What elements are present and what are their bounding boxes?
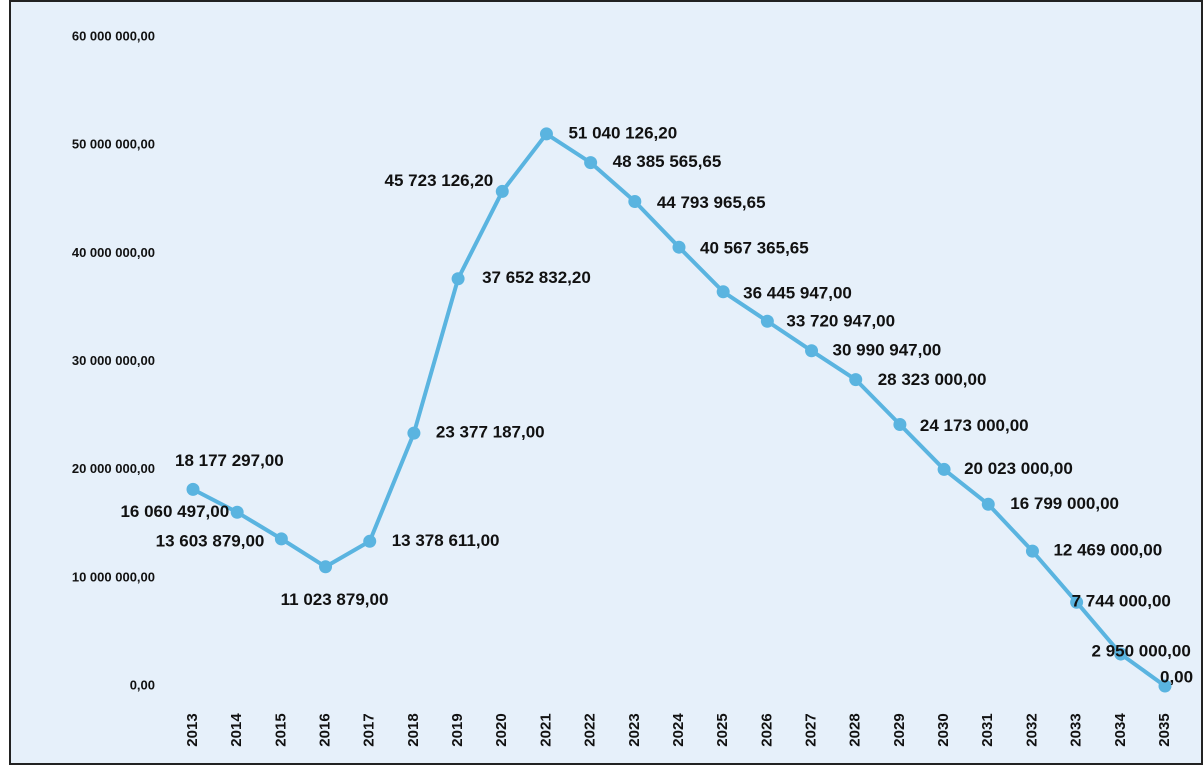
x-tick-label: 2028 <box>847 713 864 746</box>
plot-frame <box>9 0 1203 765</box>
point <box>363 534 377 548</box>
value-label: 48 385 565,65 <box>613 152 722 171</box>
point <box>495 184 509 198</box>
point <box>760 314 774 328</box>
y-tick-label: 0,00 <box>130 677 155 692</box>
point <box>893 418 907 432</box>
x-tick-label: 2027 <box>803 713 820 746</box>
point <box>672 240 686 254</box>
value-label: 23 377 187,00 <box>436 423 545 442</box>
point <box>1158 679 1172 693</box>
value-label: 2 950 000,00 <box>1092 642 1191 661</box>
point <box>319 560 333 574</box>
x-tick-label: 2031 <box>979 713 996 746</box>
x-tick-label: 2020 <box>493 713 510 746</box>
value-label: 33 720 947,00 <box>786 312 895 331</box>
point <box>407 426 421 440</box>
value-label: 0,00 <box>1160 667 1193 686</box>
y-tick-label: 60 000 000,00 <box>72 28 155 43</box>
value-label: 36 445 947,00 <box>743 283 852 302</box>
point <box>451 272 465 286</box>
point <box>981 497 995 511</box>
value-label: 44 793 965,65 <box>657 193 766 212</box>
x-tick-label: 2030 <box>935 713 952 746</box>
point <box>584 156 598 170</box>
y-tick-label: 20 000 000,00 <box>72 461 155 476</box>
x-tick-label: 2019 <box>449 713 466 746</box>
x-tick-label: 2032 <box>1023 713 1040 746</box>
value-label: 18 177 297,00 <box>175 451 284 470</box>
x-tick-label: 2018 <box>405 713 422 746</box>
value-label: 16 060 497,00 <box>120 502 229 521</box>
value-label: 24 173 000,00 <box>920 416 1029 435</box>
point <box>937 462 951 476</box>
x-tick-label: 2022 <box>582 713 599 746</box>
value-label: 20 023 000,00 <box>964 459 1073 478</box>
x-tick-label: 2029 <box>891 713 908 746</box>
y-tick-label: 10 000 000,00 <box>72 569 155 584</box>
value-label: 7 744 000,00 <box>1072 592 1171 611</box>
x-tick-label: 2024 <box>670 713 687 747</box>
value-label: 45 723 126,20 <box>385 171 494 190</box>
value-label: 13 603 879,00 <box>156 531 265 550</box>
value-label: 28 323 000,00 <box>878 370 987 389</box>
value-label: 12 469 000,00 <box>1053 541 1162 560</box>
point <box>849 373 863 387</box>
point <box>186 482 200 496</box>
value-label: 11 023 879,00 <box>281 590 389 609</box>
point <box>539 127 553 141</box>
x-tick-label: 2017 <box>361 713 378 746</box>
value-label: 37 652 832,20 <box>482 268 591 287</box>
value-label: 30 990 947,00 <box>833 340 942 359</box>
value-label: 16 799 000,00 <box>1010 494 1119 513</box>
x-tick-label: 2016 <box>317 713 334 746</box>
x-tick-label: 2025 <box>714 713 731 746</box>
x-tick-label: 2033 <box>1068 713 1085 746</box>
point <box>1070 595 1084 609</box>
value-label: 51 040 126,20 <box>568 123 677 142</box>
y-tick-label: 30 000 000,00 <box>72 353 155 368</box>
x-tick-label: 2023 <box>626 713 643 746</box>
value-label: 40 567 365,65 <box>700 239 809 258</box>
point <box>716 285 730 299</box>
point <box>274 532 288 546</box>
point <box>1114 647 1128 661</box>
x-tick-label: 2026 <box>758 713 775 746</box>
x-tick-label: 2013 <box>184 713 201 746</box>
value-label: 13 378 611,00 <box>392 531 500 550</box>
point <box>628 194 642 208</box>
x-tick-label: 2015 <box>272 713 289 746</box>
x-tick-label: 2034 <box>1112 713 1129 747</box>
y-tick-label: 50 000 000,00 <box>72 137 155 152</box>
point <box>230 505 244 519</box>
point <box>1025 544 1039 558</box>
x-tick-label: 2014 <box>228 713 245 747</box>
point <box>805 344 819 358</box>
x-tick-label: 2021 <box>537 713 554 746</box>
y-tick-label: 40 000 000,00 <box>72 245 155 260</box>
x-tick-label: 2035 <box>1156 713 1173 746</box>
